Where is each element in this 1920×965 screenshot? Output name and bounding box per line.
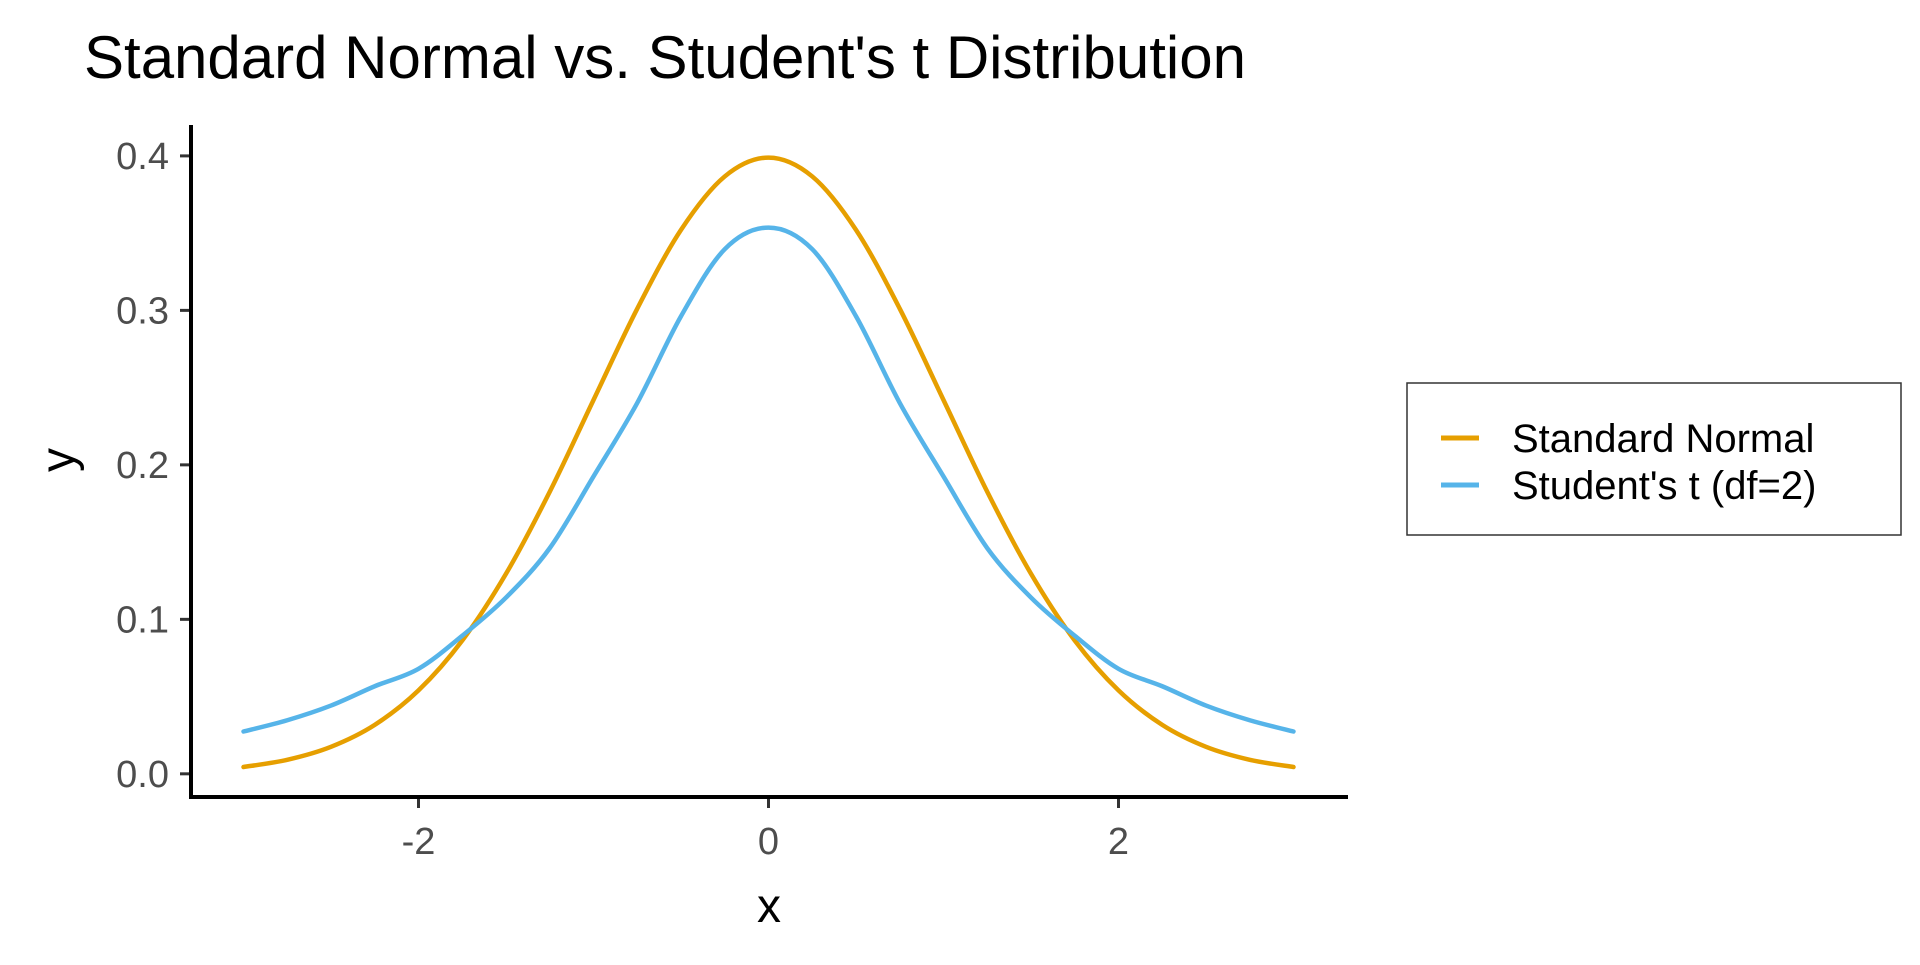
y-tick-label: 0.0	[116, 754, 169, 796]
chart-title: Standard Normal vs. Student's t Distribu…	[84, 24, 1246, 91]
y-tick-label: 0.4	[116, 136, 169, 178]
y-tick-label: 0.1	[116, 599, 169, 641]
series-line-students-t	[241, 225, 1296, 734]
legend-label-students-t: Student's t (df=2)	[1512, 464, 1816, 508]
series-line-standard-normal	[241, 155, 1296, 770]
x-axis-title: x	[757, 880, 781, 933]
legend: Standard Normal Student's t (df=2)	[1406, 382, 1902, 536]
y-axis-title: y	[32, 448, 85, 472]
y-tick-label: 0.2	[116, 445, 169, 487]
y-tick-label: 0.3	[116, 290, 169, 332]
y-axis-ticks: 0.0 0.1 0.2 0.3 0.4	[116, 136, 189, 796]
x-axis-ticks: -2 0 2	[402, 799, 1129, 863]
x-tick-label: 2	[1108, 821, 1129, 863]
legend-box	[1406, 382, 1902, 536]
plot-area	[241, 155, 1296, 770]
x-tick-label: -2	[402, 821, 436, 863]
legend-label-standard-normal: Standard Normal	[1512, 417, 1814, 461]
x-tick-label: 0	[758, 821, 779, 863]
